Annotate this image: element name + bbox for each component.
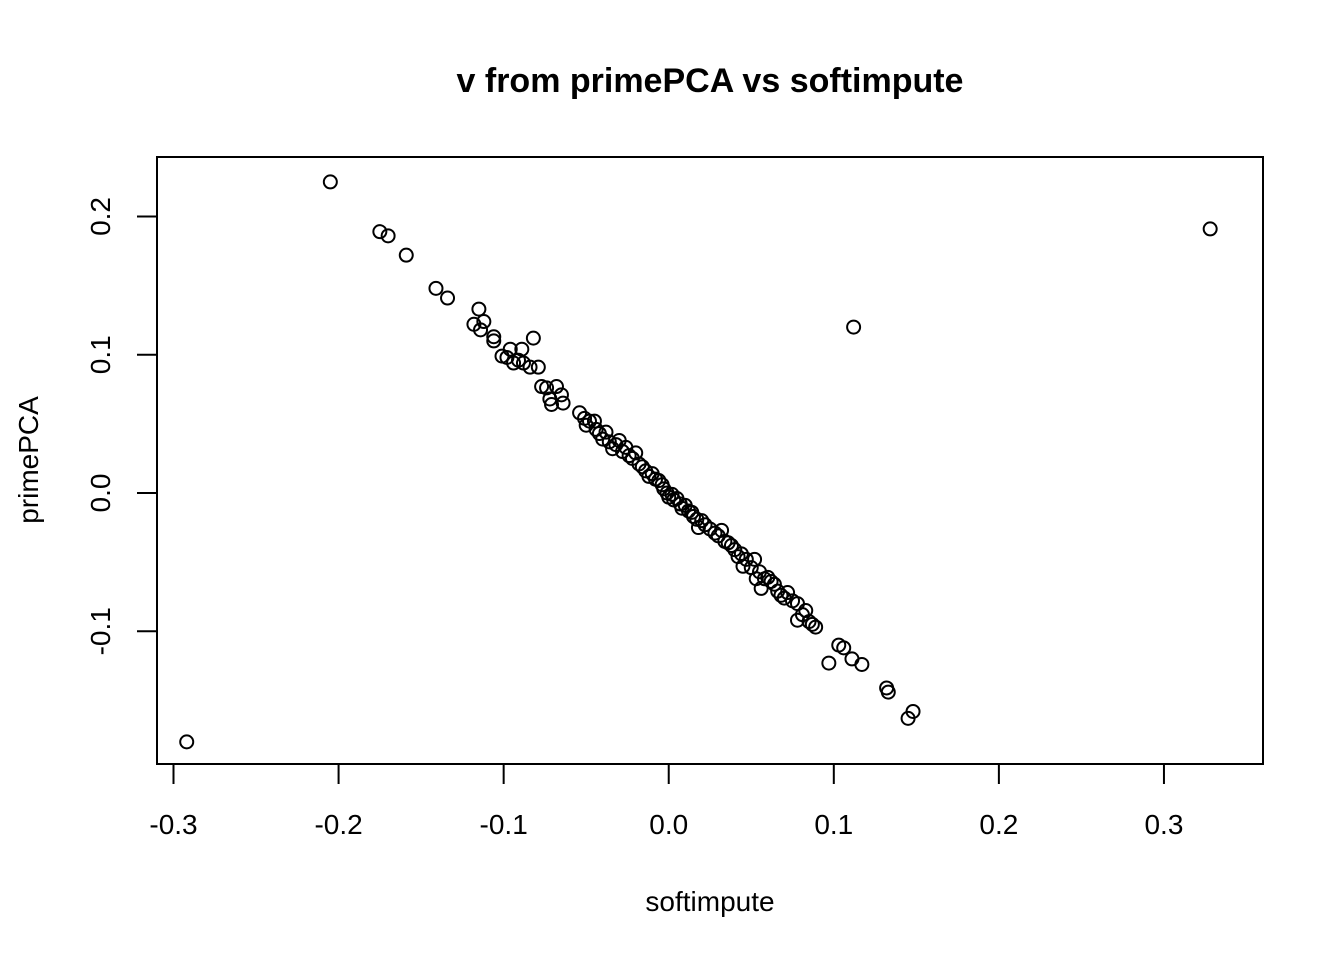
data-point (473, 322, 489, 338)
data-point (641, 468, 657, 484)
data-point (780, 585, 796, 601)
data-point (595, 431, 611, 447)
data-point (544, 397, 560, 413)
data-point (836, 640, 852, 656)
x-tick-label: -0.1 (480, 809, 528, 840)
data-point (372, 224, 388, 240)
x-axis: -0.3 -0.2 -0.1 0.0 0.1 0.2 0.3 (149, 763, 1183, 840)
data-point (707, 525, 723, 541)
data-point (854, 656, 870, 672)
data-point (697, 517, 713, 533)
x-axis-label: softimpute (645, 886, 774, 917)
data-point (428, 280, 444, 296)
data-point (471, 301, 487, 317)
data-point (766, 576, 782, 592)
data-point (723, 538, 739, 554)
x-tick-label: 0.1 (814, 809, 853, 840)
data-point (322, 174, 338, 190)
data-point (651, 473, 667, 489)
data-point (525, 330, 541, 346)
x-tick-label: 0.0 (649, 809, 688, 840)
y-tick-label: -0.1 (85, 607, 116, 655)
data-point (555, 395, 571, 411)
data-point (522, 359, 538, 375)
data-point (694, 513, 710, 529)
data-point (398, 247, 414, 263)
y-tick-label: 0.1 (85, 335, 116, 374)
x-tick-label: 0.2 (979, 809, 1018, 840)
data-point (1202, 221, 1218, 237)
data-point (578, 417, 594, 433)
data-point (179, 734, 195, 750)
chart-title: v from primePCA vs softimpute (457, 62, 964, 100)
points-layer (179, 174, 1218, 750)
data-point (880, 684, 896, 700)
data-point (502, 341, 518, 357)
data-point (804, 616, 820, 632)
data-point (440, 290, 456, 306)
data-point (476, 314, 492, 330)
data-point (690, 520, 706, 536)
y-tick-label: 0.2 (85, 197, 116, 236)
data-point (846, 319, 862, 335)
x-tick-label: -0.2 (314, 809, 362, 840)
y-tick-label: 0.0 (85, 474, 116, 513)
data-point (735, 558, 751, 574)
data-point (747, 551, 763, 567)
data-point (601, 434, 617, 450)
data-point (514, 341, 530, 357)
data-point (905, 703, 921, 719)
data-point (530, 359, 546, 375)
plot-area (156, 156, 1264, 765)
data-point (808, 619, 824, 635)
data-point (548, 379, 564, 395)
data-point (380, 228, 396, 244)
data-point (598, 424, 614, 440)
x-tick-label: 0.3 (1144, 809, 1183, 840)
data-point (486, 329, 502, 345)
data-point (844, 651, 860, 667)
y-axis-label: primePCA (13, 396, 44, 524)
data-point (738, 551, 754, 567)
data-point (553, 387, 569, 403)
data-point (821, 655, 837, 671)
data-point (586, 413, 602, 429)
y-axis: -0.1 0.0 0.1 0.2 (85, 197, 158, 655)
x-tick-label: -0.3 (149, 809, 197, 840)
data-point (486, 333, 502, 349)
data-point (753, 580, 769, 596)
data-point (621, 448, 637, 464)
data-point (674, 500, 690, 516)
